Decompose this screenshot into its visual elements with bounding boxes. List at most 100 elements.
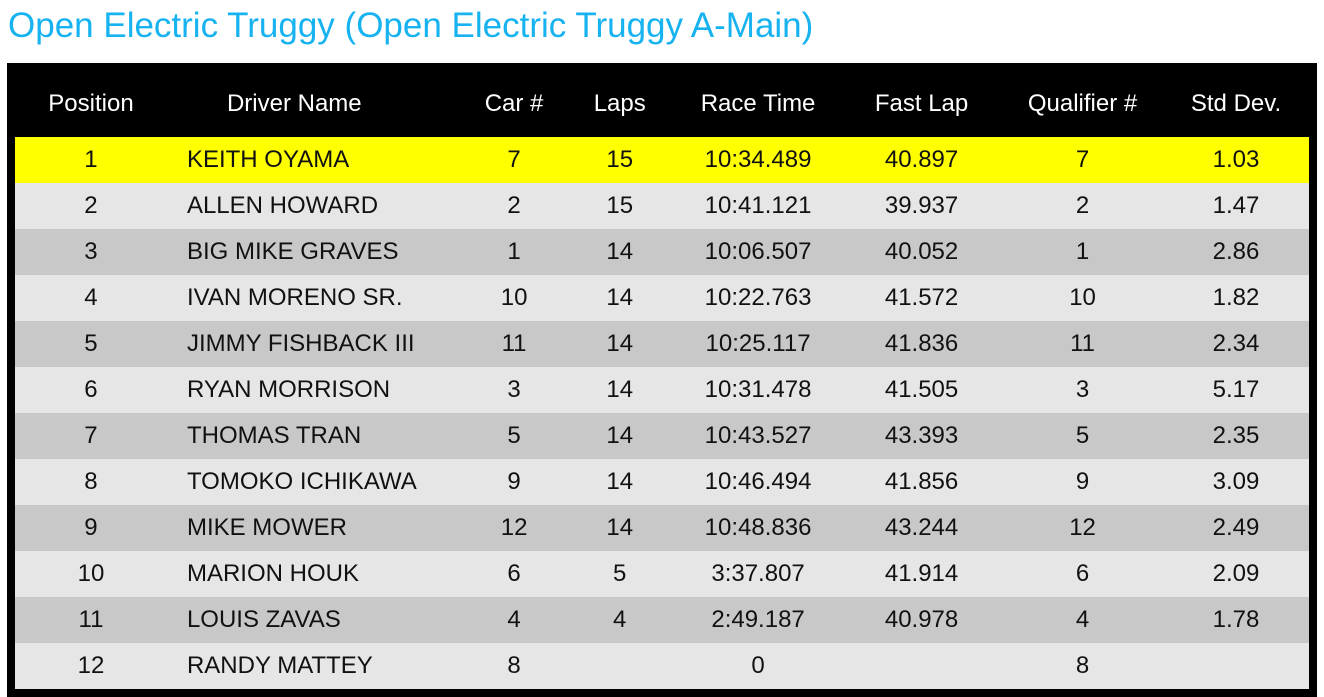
cell: 14 <box>606 468 634 495</box>
cell: 1.03 <box>1212 146 1260 173</box>
column-header: Std Dev. <box>1163 67 1313 137</box>
cell: 10 <box>1069 284 1096 311</box>
cell: 10:43.527 <box>704 422 812 449</box>
cell: 12 <box>1069 514 1096 541</box>
cell: 11 <box>1070 330 1095 357</box>
cell: MARION HOUK <box>186 560 359 587</box>
cell: 43.244 <box>884 514 959 541</box>
cell: 40.978 <box>884 606 959 633</box>
cell: 10:31.478 <box>704 376 812 403</box>
cell <box>841 643 1002 693</box>
cell: 2 <box>1075 192 1090 219</box>
cell: 10:25.117 <box>705 330 811 357</box>
result-row: 4 IVAN MORENO SR. 10 14 10:22.763 41.572 10 1.8… <box>11 275 1313 321</box>
cell: 6 <box>1075 560 1090 587</box>
result-row: 9 MIKE MOWER 12 14 10:48.836 43.244 12 2.49 <box>11 505 1313 551</box>
cell: 4 <box>613 606 627 633</box>
result-row: 12 RANDY MATTEY 8 0 8 <box>11 643 1313 693</box>
cell: THOMAS TRAN <box>186 422 362 449</box>
cell: 1 <box>84 146 98 173</box>
cell: 10 <box>77 560 105 587</box>
cell: JIMMY FISHBACK III <box>186 330 415 357</box>
cell: 6 <box>84 376 98 403</box>
result-row: 5 JIMMY FISHBACK III 11 14 10:25.117 41.836 11… <box>11 321 1313 367</box>
cell: 2 <box>84 192 98 219</box>
cell: 2:49.187 <box>711 606 805 633</box>
cell: TOMOKO ICHIKAWA <box>186 468 417 495</box>
cell <box>564 643 675 693</box>
cell: 10:06.507 <box>704 238 812 265</box>
cell: 10:34.489 <box>704 146 812 173</box>
cell: 14 <box>606 284 634 311</box>
cell: 14 <box>606 376 634 403</box>
cell: 7 <box>84 422 98 449</box>
cell: 2.35 <box>1212 422 1260 449</box>
column-header: Position <box>11 67 167 137</box>
cell: 3:37.807 <box>711 560 805 587</box>
result-row: 1 KEITH OYAMA 7 15 10:34.489 40.897 7 1.03 <box>11 137 1313 183</box>
cell: 1.82 <box>1212 284 1260 311</box>
cell: 1.47 <box>1212 192 1260 219</box>
result-row: 8 TOMOKO ICHIKAWA 9 14 10:46.494 41.856 9 3.09 <box>11 459 1313 505</box>
cell: 11 <box>501 330 527 357</box>
result-row: 2 ALLEN HOWARD 2 15 10:41.121 39.937 2 1.47 <box>11 183 1313 229</box>
cell: 2.49 <box>1212 514 1260 541</box>
cell: 0 <box>751 652 765 679</box>
cell: 5 <box>507 422 521 449</box>
column-header: Fast Lap <box>841 67 1003 137</box>
cell: RYAN MORRISON <box>186 376 391 403</box>
cell: 7 <box>507 146 521 173</box>
cell: 9 <box>1075 468 1090 495</box>
cell: MIKE MOWER <box>186 514 347 541</box>
column-header: Qualifier # <box>1002 67 1164 137</box>
cell: 9 <box>84 514 98 541</box>
cell: 8 <box>507 652 521 679</box>
cell: 5 <box>84 330 98 357</box>
cell: 10:41.121 <box>704 192 812 219</box>
cell: 43.393 <box>884 422 959 449</box>
cell: 2.09 <box>1212 560 1260 587</box>
cell: 15 <box>606 146 634 173</box>
cell: 10:22.763 <box>704 284 812 311</box>
cell: 14 <box>606 514 634 541</box>
cell: 1 <box>1075 238 1090 265</box>
cell: 12 <box>500 514 528 541</box>
results-table: Position Driver Name Car # Laps Race Time Fas… <box>7 63 1317 697</box>
header-row: Position Driver Name Car # Laps Race Time Fas… <box>11 67 1313 137</box>
cell: 14 <box>606 422 634 449</box>
cell: 11 <box>78 606 104 633</box>
cell: 40.052 <box>884 238 959 265</box>
column-header: Driver Name <box>166 67 464 137</box>
cell: 8 <box>84 468 98 495</box>
cell: 7 <box>1075 146 1090 173</box>
cell: 5 <box>1075 422 1090 449</box>
cell: 3.09 <box>1212 468 1260 495</box>
cell: 12 <box>77 652 105 679</box>
cell: 1 <box>507 238 521 265</box>
cell <box>1163 643 1313 693</box>
cell: 3 <box>507 376 521 403</box>
cell: 3 <box>84 238 98 265</box>
cell: 41.505 <box>884 376 959 403</box>
cell: 2 <box>507 192 521 219</box>
cell: 2.34 <box>1212 330 1260 357</box>
column-header: Race Time <box>675 67 842 137</box>
result-row: 10 MARION HOUK 6 5 3:37.807 41.914 6 2.09 <box>11 551 1313 597</box>
cell: 39.937 <box>884 192 959 219</box>
page-title: Open Electric Truggy (Open Electric Trug… <box>8 6 814 45</box>
cell: 10:46.494 <box>704 468 812 495</box>
cell: RANDY MATTEY <box>186 652 373 679</box>
cell: 41.914 <box>884 560 959 587</box>
cell: 40.897 <box>884 146 959 173</box>
cell: 9 <box>507 468 521 495</box>
cell: 8 <box>1075 652 1090 679</box>
cell: 14 <box>606 238 634 265</box>
column-header: Car # <box>463 67 565 137</box>
cell: BIG MIKE GRAVES <box>186 238 399 265</box>
result-row: 11 LOUIS ZAVAS 4 4 2:49.187 40.978 4 1.78 <box>11 597 1313 643</box>
cell: IVAN MORENO SR. <box>186 284 403 311</box>
cell: ALLEN HOWARD <box>186 192 379 219</box>
cell: 5 <box>613 560 627 587</box>
cell: 41.572 <box>884 284 959 311</box>
